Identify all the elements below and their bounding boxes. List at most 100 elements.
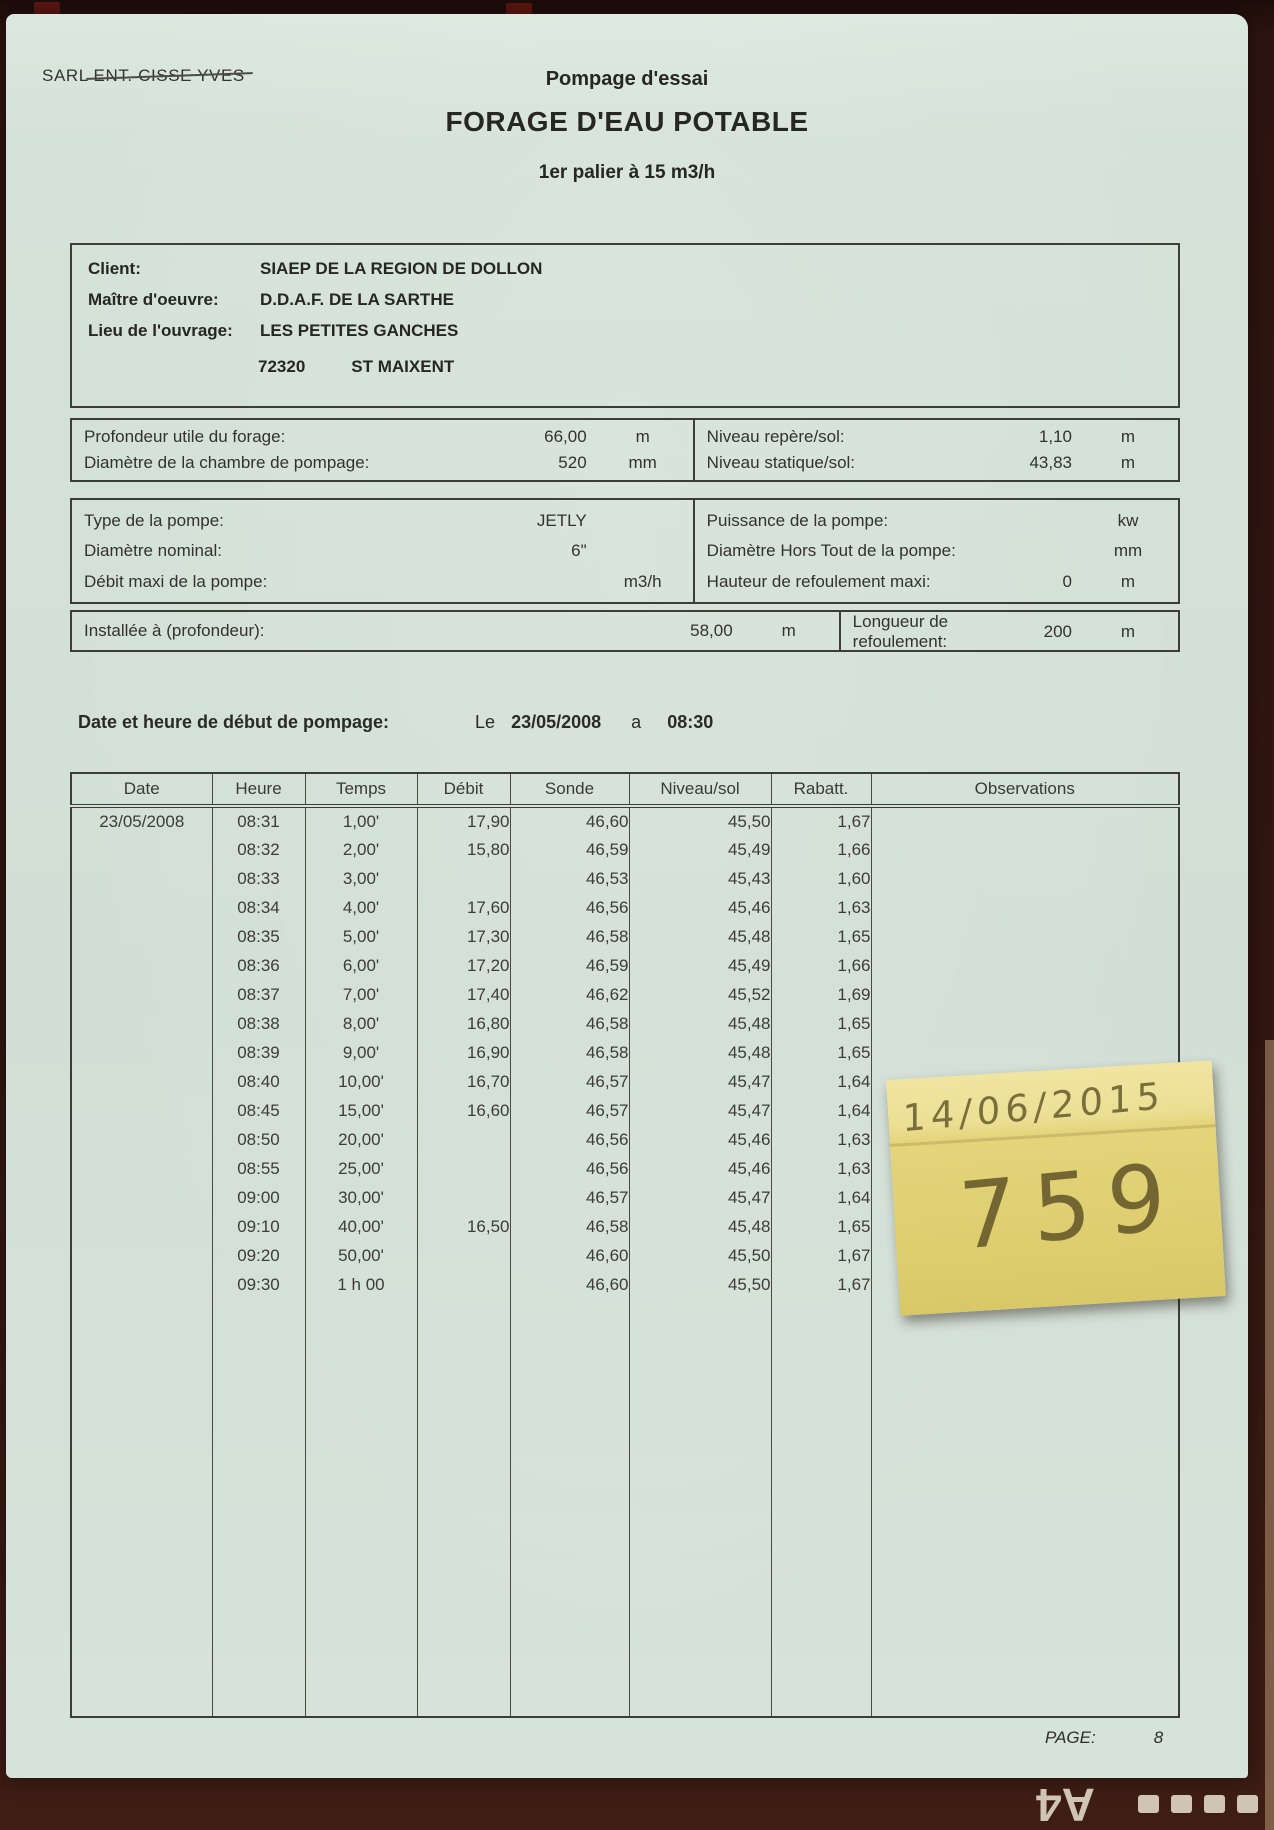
postal-code: 72320 [258,357,306,376]
calibration-dots [1138,1795,1258,1813]
client-info-label: Client: [88,259,141,278]
cell-date [70,1154,213,1183]
cell-debit [416,1183,511,1212]
cell-debit: 17,60 [416,893,511,922]
cell-rabatt: 1,64 [770,1067,872,1096]
spec-row: Type de la pompe: JETLY [72,511,693,531]
cell-date [70,835,213,864]
sticky-note-number: 759 [956,1142,1184,1271]
cell-sonde: 46,58 [509,922,630,951]
page-footer: PAGE: 8 [1045,1728,1163,1748]
cell-niveau-sol: 45,50 [628,1241,772,1270]
borehole-specs-left: Profondeur utile du forage: 66,00 m Diam… [72,420,695,480]
pump-specs-right: Puissance de la pompe: kw Diamètre Hors … [695,500,1178,602]
spec-row: Diamètre nominal: 6" [72,541,693,561]
cell-heure: 08:55 [211,1154,306,1183]
spec-unit: m3/h [623,571,662,591]
spec-row: Débit maxi de la pompe: m3/h [72,572,693,592]
cell-observations [870,922,1180,951]
cell-heure: 08:31 [211,806,306,835]
cell-temps: 4,00' [304,893,418,922]
cell-temps: 30,00' [304,1183,418,1212]
cell-date [70,1009,213,1038]
spec-label: Longueur de refoulement: [852,612,949,651]
cell-date [70,1270,213,1299]
spec-unit: m [1120,426,1136,446]
cell-temps: 2,00' [304,835,418,864]
column-header-debit: Débit [416,773,511,808]
cell-heure: 09:20 [211,1241,306,1270]
client-info-value: LES PETITES GANCHES [260,321,459,340]
spec-label: Diamètre nominal: [84,541,222,560]
spec-value: 1,10 [1038,426,1072,446]
cell-rabatt: 1,65 [770,1009,872,1038]
cell-sonde: 46,53 [509,864,630,893]
cell-rabatt: 1,65 [770,1038,872,1067]
cell-heure: 09:30 [211,1270,306,1299]
spec-label: Type de la pompe: [84,510,224,530]
cell-temps: 50,00' [304,1241,418,1270]
cell-sonde: 46,58 [509,1212,630,1241]
cell-niveau-sol: 45,48 [628,1038,772,1067]
cell-niveau-sol: 45,48 [628,1212,772,1241]
spec-unit: mm [628,453,657,473]
cell-niveau-sol: 45,46 [628,893,772,922]
cell-sonde: 46,57 [509,1183,630,1212]
cell-observations [870,1009,1180,1038]
cell-sonde: 46,58 [509,1038,630,1067]
client-info-box: Client: SIAEP DE LA REGION DE DOLLON Maî… [70,243,1180,408]
cell-rabatt: 1,63 [770,1154,872,1183]
cell-temps: 5,00' [304,922,418,951]
stand-edge-strip [1265,1040,1274,1830]
cell-niveau-sol: 45,47 [628,1183,772,1212]
cell-rabatt: 1,65 [770,1212,872,1241]
a4-marking: A4 [1036,1779,1095,1830]
start-label: Date et heure de début de pompage: [78,712,390,732]
letterhead-prefix: SARL ENT. [42,66,133,85]
cell-debit: 16,50 [416,1212,511,1241]
cell-observations [870,806,1180,835]
letterhead-company: SARL ENT. CISSE YVES [42,66,245,86]
cell-date [70,1125,213,1154]
spec-row: Niveau repère/sol: 1,10 m [695,427,1178,447]
cell-debit [416,1154,511,1183]
cell-niveau-sol: 45,50 [628,806,772,835]
column-header-date: Date [70,773,213,808]
cell-date [70,922,213,951]
cell-rabatt: 1,64 [770,1183,872,1212]
doc-type-title: Pompage d'essai [545,68,709,90]
cell-heure: 08:34 [211,893,306,922]
spec-unit: m [1120,571,1136,591]
table-header-row: Date Heure Temps Débit Sonde Niveau/sol … [70,773,1180,808]
client-info-value: D.D.A.F. DE LA SARTHE [260,290,454,309]
cell-niveau-sol: 45,50 [628,1270,772,1299]
cell-sonde: 46,56 [509,893,630,922]
table-row: 08:32 2,00' 15,80 46,59 45,49 1,66 [70,835,1180,864]
spec-label: Diamètre de la chambre de pompage: [84,453,370,473]
spec-label: Installée à (profondeur): [84,621,265,640]
client-info-row: Client: SIAEP DE LA REGION DE DOLLON [88,259,1178,279]
cell-debit [416,1241,511,1270]
address-line: 72320 ST MAIXENT [86,357,454,377]
cell-rabatt: 1,67 [770,1270,872,1299]
client-info-row: Maître d'oeuvre: D.D.A.F. DE LA SARTHE [88,290,1178,310]
spec-unit: m [1120,622,1136,641]
cell-sonde: 46,60 [509,1241,630,1270]
start-a: a [631,712,642,732]
page-number: 8 [1153,1728,1164,1747]
calibration-dot [1171,1795,1192,1813]
column-header-temps: Temps [304,773,418,808]
spec-label: Niveau repère/sol: [706,426,845,446]
spec-row: Longueur de refoulement: 200 m [841,612,1178,652]
cell-heure: 08:38 [211,1009,306,1038]
calibration-dot [1237,1795,1258,1813]
cell-date [70,951,213,980]
cell-temps: 20,00' [304,1125,418,1154]
cell-date [70,1096,213,1125]
cell-date [70,864,213,893]
cell-heure: 09:00 [211,1183,306,1212]
cell-date [70,1067,213,1096]
cell-rabatt: 1,69 [770,980,872,1009]
cell-niveau-sol: 45,52 [628,980,772,1009]
column-header-sonde: Sonde [509,773,630,808]
